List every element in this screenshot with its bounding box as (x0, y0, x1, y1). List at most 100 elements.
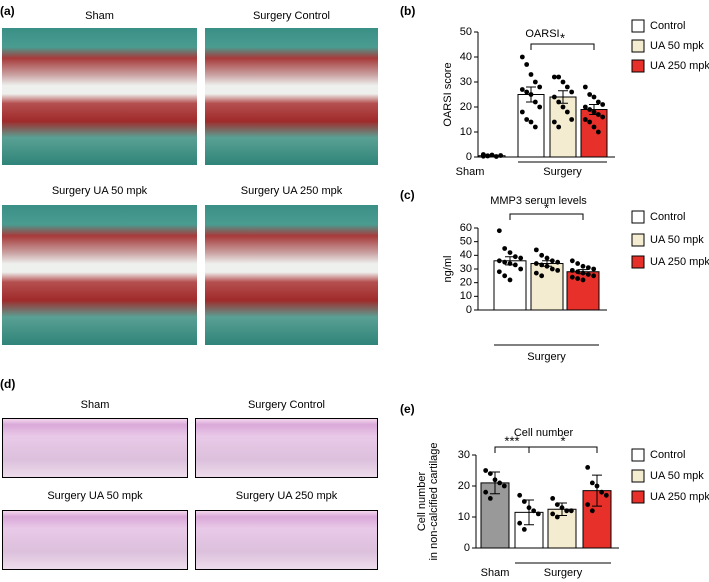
data-point (498, 153, 504, 158)
data-point (524, 117, 530, 122)
data-point (485, 153, 491, 159)
data-point (554, 502, 560, 507)
data-point (569, 258, 575, 264)
data-point (589, 480, 595, 486)
data-point (587, 92, 593, 97)
group-label: Surgery (544, 567, 583, 579)
data-point (585, 265, 591, 271)
data-point (568, 508, 574, 514)
data-point (591, 109, 597, 115)
data-point (585, 272, 591, 277)
data-point (507, 261, 513, 266)
legend-swatch (631, 59, 645, 73)
data-point (521, 527, 527, 532)
data-point (587, 119, 593, 125)
data-point (521, 499, 527, 504)
legend-swatch (631, 469, 645, 483)
legend-swatch (631, 39, 645, 53)
y-tick-label: 0 (464, 542, 470, 554)
legend-label: UA 250 mpk (650, 60, 709, 72)
data-point (600, 102, 606, 107)
data-point (575, 269, 581, 275)
data-point (512, 262, 518, 268)
data-point (582, 84, 588, 90)
bar (517, 94, 545, 158)
y-axis-label: in non-calcified cartilage (428, 442, 440, 560)
histology-image (205, 205, 378, 345)
data-point (518, 255, 524, 261)
data-point (483, 468, 489, 473)
x-tick-label: Sham (456, 166, 485, 178)
data-point (575, 276, 581, 281)
group-label: Surgery (543, 166, 582, 178)
data-point (569, 89, 575, 95)
y-tick-label: 0 (466, 151, 472, 163)
data-point (550, 511, 556, 517)
data-point (550, 496, 556, 501)
panel-label: (a) (0, 4, 15, 18)
panel-label: (e) (400, 402, 415, 416)
significance-bracket (528, 446, 598, 453)
legend-label: UA 50 mpk (650, 470, 704, 482)
data-point (533, 247, 539, 253)
data-point (591, 266, 597, 272)
data-point (555, 267, 561, 273)
x-tick-label: Sham (481, 567, 510, 579)
data-point (555, 259, 561, 265)
image-caption: Surgery UA 50 mpk (47, 490, 143, 502)
histology-image (2, 510, 188, 570)
data-point (489, 152, 495, 158)
panel-label: (d) (0, 377, 16, 391)
y-tick-label: 20 (460, 101, 472, 113)
legend-label: UA 250 mpk (650, 491, 709, 503)
data-point (501, 483, 507, 489)
data-point (595, 99, 601, 105)
image-caption: Surgery UA 50 mpk (51, 185, 148, 197)
data-point (519, 87, 525, 92)
data-point (580, 263, 586, 269)
data-point (595, 129, 601, 135)
legend-swatch (631, 255, 645, 269)
data-point (587, 107, 593, 112)
data-point (519, 54, 525, 60)
data-point (582, 117, 588, 122)
data-point (549, 258, 555, 264)
data-point (480, 152, 486, 157)
data-point (564, 109, 570, 115)
data-point (487, 496, 493, 501)
legend-swatch (631, 448, 645, 462)
data-point (487, 471, 493, 476)
data-point (556, 74, 562, 80)
data-point (496, 258, 502, 264)
data-point (497, 480, 503, 486)
legend-label: UA 50 mpk (650, 234, 704, 246)
chart-title: OARSI (525, 28, 559, 40)
y-axis-label: ng/ml (442, 256, 454, 283)
significance-bracket (509, 213, 584, 220)
data-point (532, 79, 538, 85)
data-point (502, 259, 508, 265)
chart-title: Cell number (514, 427, 574, 439)
data-point (560, 104, 566, 110)
histology-image (2, 418, 188, 478)
y-axis-label: OARSI score (442, 62, 454, 126)
data-point (532, 99, 538, 105)
legend-swatch (631, 490, 645, 504)
data-point (537, 104, 543, 110)
y-tick-label: 10 (460, 126, 472, 138)
data-point (535, 511, 541, 517)
data-point (569, 274, 575, 280)
panel-label: (b) (400, 4, 416, 18)
y-tick-label: 30 (460, 76, 472, 88)
data-point (502, 273, 508, 279)
image-caption: Surgery UA 250 mpk (235, 490, 338, 502)
legend-label: Control (650, 449, 685, 461)
data-point (512, 254, 518, 260)
data-point (483, 489, 489, 495)
data-point (564, 84, 570, 90)
y-tick-label: 40 (460, 249, 472, 261)
data-point (551, 119, 557, 125)
data-point (533, 270, 539, 276)
